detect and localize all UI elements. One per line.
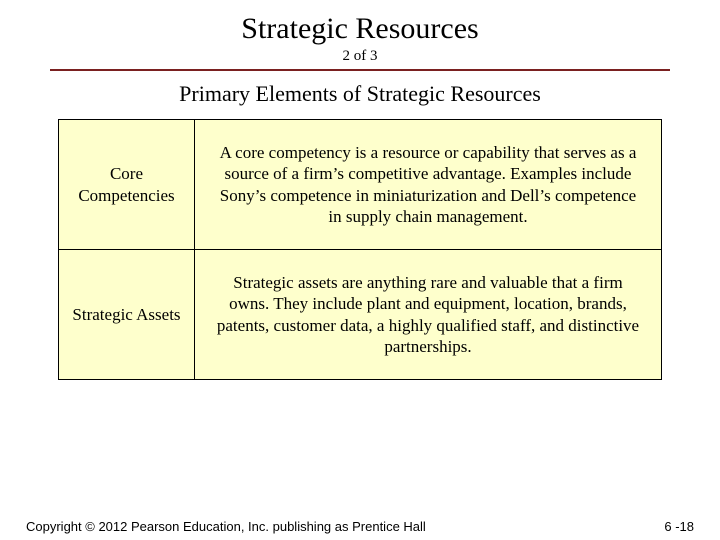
row-description: Strategic assets are anything rare and v… <box>195 250 662 380</box>
title-rule <box>50 69 670 71</box>
slide-footer: Copyright © 2012 Pearson Education, Inc.… <box>0 519 720 534</box>
row-label: Strategic Assets <box>59 250 195 380</box>
copyright-text: Copyright © 2012 Pearson Education, Inc.… <box>26 519 426 534</box>
table-row: Strategic Assets Strategic assets are an… <box>59 250 662 380</box>
slide-subtitle: Primary Elements of Strategic Resources <box>0 81 720 107</box>
row-label: Core Competencies <box>59 120 195 250</box>
slide-title: Strategic Resources <box>0 12 720 46</box>
table-row: Core Competencies A core competency is a… <box>59 120 662 250</box>
table-container: Core Competencies A core competency is a… <box>58 119 662 380</box>
resources-table: Core Competencies A core competency is a… <box>58 119 662 380</box>
slide-pager: 2 of 3 <box>0 48 720 65</box>
slide-number: 6 -18 <box>664 519 694 534</box>
row-description: A core competency is a resource or capab… <box>195 120 662 250</box>
